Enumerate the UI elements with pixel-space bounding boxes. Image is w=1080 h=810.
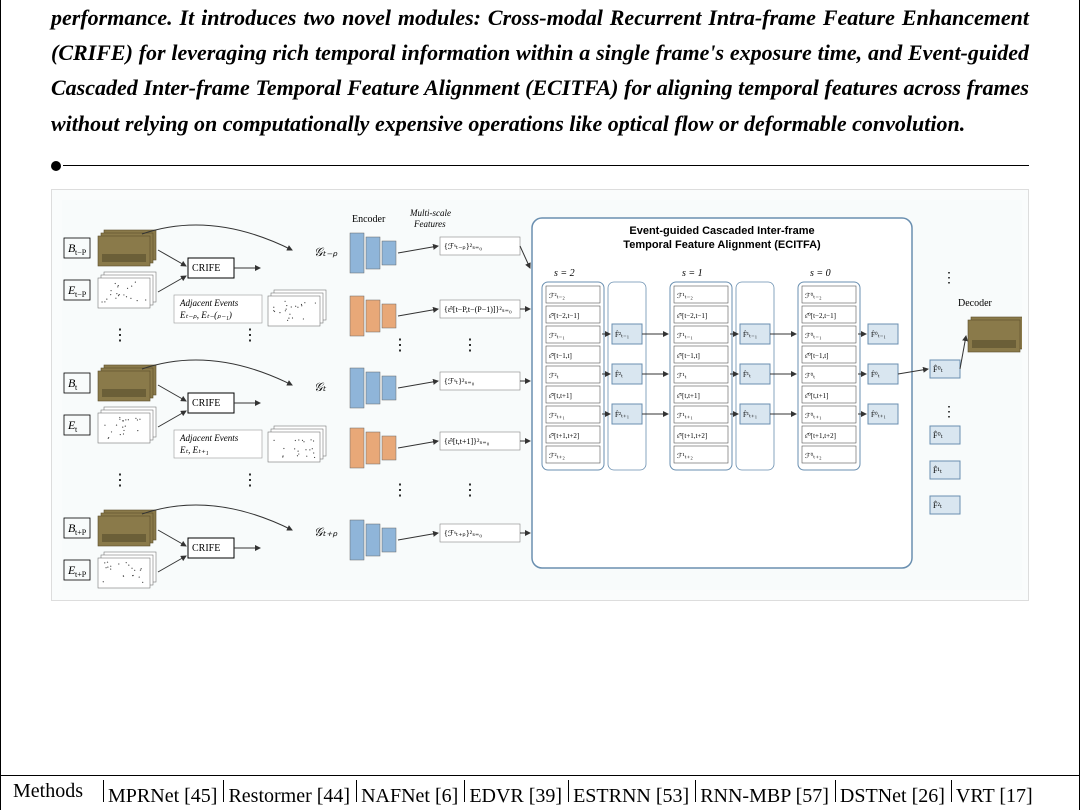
svg-text:F̂¹ₜ: F̂¹ₜ <box>743 371 751 379</box>
svg-text:⋮: ⋮ <box>242 472 258 489</box>
svg-text:ε̂¹[t−1,t]: ε̂¹[t−1,t] <box>677 352 700 360</box>
svg-text:CRIFE: CRIFE <box>192 398 220 409</box>
svg-text:ℱ⁰ₜ₊₂: ℱ⁰ₜ₊₂ <box>805 452 822 460</box>
svg-text:CRIFE: CRIFE <box>192 263 220 274</box>
svg-text:F̂⁰ₜ₋₁: F̂⁰ₜ₋₁ <box>871 331 886 339</box>
svg-text:Adjacent Events: Adjacent Events <box>179 433 239 443</box>
svg-text:ε̂⁰[t,t+1]: ε̂⁰[t,t+1] <box>805 392 829 400</box>
svg-text:Event-guided Cascaded Inter-fr: Event-guided Cascaded Inter-frame <box>629 225 814 237</box>
svg-text:ε̂⁰[t−1,t]: ε̂⁰[t−1,t] <box>805 352 829 360</box>
svg-text:F̂¹ₜ: F̂¹ₜ <box>933 464 942 475</box>
svg-text:⋮: ⋮ <box>112 472 128 489</box>
svg-text:ℱ²ₜ₊₁: ℱ²ₜ₊₁ <box>549 412 565 420</box>
svg-text:{ℱˢₜ₊ₚ}²ₛ₌₀: {ℱˢₜ₊ₚ}²ₛ₌₀ <box>444 529 482 538</box>
svg-text:Decoder: Decoder <box>958 298 993 309</box>
svg-text:F̂⁰ₜ: F̂⁰ₜ <box>933 363 943 374</box>
svg-text:⋮: ⋮ <box>462 482 478 499</box>
svg-text:ℱ²ₜ₊₂: ℱ²ₜ₊₂ <box>549 452 565 460</box>
svg-text:ε̂¹[t−2,t−1]: ε̂¹[t−2,t−1] <box>677 312 707 320</box>
svg-text:{ε̂ˢ[t−P,t−(P−1)]}²ₛ₌₀: {ε̂ˢ[t−P,t−(P−1)]}²ₛ₌₀ <box>444 305 512 314</box>
svg-text:ε̂¹[t,t+1]: ε̂¹[t,t+1] <box>677 392 700 400</box>
svg-text:ε̂²[t,t+1]: ε̂²[t,t+1] <box>549 392 572 400</box>
svg-text:ε̂⁰[t−2,t−1]: ε̂⁰[t−2,t−1] <box>805 312 836 320</box>
abstract-paragraph: performance. It introduces two novel mod… <box>41 0 1039 141</box>
svg-text:ℱ⁰ₜ: ℱ⁰ₜ <box>805 372 815 380</box>
svg-text:𝒢ₜ₊ₚ: 𝒢ₜ₊ₚ <box>314 525 338 539</box>
svg-text:s = 0: s = 0 <box>810 268 831 279</box>
svg-text:t−P: t−P <box>75 290 87 299</box>
svg-text:{ℱˢₜ}²ₛ₌₀: {ℱˢₜ}²ₛ₌₀ <box>444 377 475 386</box>
svg-text:ε̂²[t−2,t−1]: ε̂²[t−2,t−1] <box>549 312 579 320</box>
methods-table-header: Methods MPRNet [45]Restormer [44]NAFNet … <box>1 775 1079 808</box>
svg-text:t+P: t+P <box>75 570 87 579</box>
methods-label: Methods <box>13 780 83 808</box>
divider-line <box>63 165 1029 166</box>
svg-text:s = 2: s = 2 <box>554 268 575 279</box>
svg-text:F̂²ₜ: F̂²ₜ <box>615 371 623 379</box>
svg-text:F̂²ₜ₋₁: F̂²ₜ₋₁ <box>615 331 629 339</box>
svg-text:ℱ¹ₜ₋₁: ℱ¹ₜ₋₁ <box>677 332 693 340</box>
svg-text:{ε̂ˢ[t,t+1]}²ₛ₌₀: {ε̂ˢ[t,t+1]}²ₛ₌₀ <box>444 437 490 446</box>
svg-text:⋮: ⋮ <box>942 405 956 420</box>
divider-dot <box>51 161 61 171</box>
section-divider <box>51 161 1029 171</box>
svg-text:F̂²ₜ₊₁: F̂²ₜ₊₁ <box>615 411 629 419</box>
svg-text:⋮: ⋮ <box>462 337 478 354</box>
svg-text:⋮: ⋮ <box>942 271 956 286</box>
svg-text:⋮: ⋮ <box>112 327 128 344</box>
svg-text:t−P: t−P <box>75 248 87 257</box>
svg-text:𝒢ₜ₋ₚ: 𝒢ₜ₋ₚ <box>314 245 338 259</box>
svg-text:t+P: t+P <box>75 528 87 537</box>
svg-text:𝒢ₜ: 𝒢ₜ <box>314 380 327 394</box>
svg-text:Eₜ₋ₚ, Eₜ₋(ₚ₋₁): Eₜ₋ₚ, Eₜ₋(ₚ₋₁) <box>179 310 232 320</box>
svg-text:⋮: ⋮ <box>392 482 408 499</box>
svg-text:F̂⁰ₜ: F̂⁰ₜ <box>871 371 880 379</box>
svg-text:Eₜ, Eₜ₊₁: Eₜ, Eₜ₊₁ <box>179 445 209 455</box>
svg-text:ℱ¹ₜ: ℱ¹ₜ <box>677 372 687 380</box>
diagram-svg: Bt−PEt−PCRIFEBtEtCRIFEBt+PEt+PCRIFE⋮⋮⋮⋮A… <box>62 200 1022 590</box>
svg-text:F̂⁰ₜ: F̂⁰ₜ <box>933 429 943 440</box>
svg-text:Features: Features <box>413 219 446 229</box>
svg-text:ε̂²[t−1,t]: ε̂²[t−1,t] <box>549 352 572 360</box>
svg-text:Encoder: Encoder <box>352 214 386 225</box>
svg-text:F̂²ₜ: F̂²ₜ <box>933 499 942 510</box>
svg-text:ε̂⁰[t+1,t+2]: ε̂⁰[t+1,t+2] <box>805 432 836 440</box>
svg-text:ε̂¹[t+1,t+2]: ε̂¹[t+1,t+2] <box>677 432 707 440</box>
svg-text:ℱ⁰ₜ₊₁: ℱ⁰ₜ₊₁ <box>805 412 822 420</box>
svg-text:ε̂²[t+1,t+2]: ε̂²[t+1,t+2] <box>549 432 579 440</box>
svg-text:CRIFE: CRIFE <box>192 543 220 554</box>
svg-text:Adjacent Events: Adjacent Events <box>179 298 239 308</box>
svg-text:⋮: ⋮ <box>242 327 258 344</box>
svg-text:ℱ²ₜ₋₂: ℱ²ₜ₋₂ <box>549 292 565 300</box>
svg-text:s = 1: s = 1 <box>682 268 703 279</box>
svg-text:ℱ¹ₜ₋₂: ℱ¹ₜ₋₂ <box>677 292 693 300</box>
methods-items: MPRNet [45]Restormer [44]NAFNet [6]EDVR … <box>101 780 1037 808</box>
svg-text:F̂¹ₜ₊₁: F̂¹ₜ₊₁ <box>743 411 757 419</box>
svg-text:ℱ²ₜ₋₁: ℱ²ₜ₋₁ <box>549 332 565 340</box>
svg-text:ℱ⁰ₜ₋₁: ℱ⁰ₜ₋₁ <box>805 332 822 340</box>
svg-text:ℱ²ₜ: ℱ²ₜ <box>549 372 559 380</box>
svg-text:ℱ⁰ₜ₋₂: ℱ⁰ₜ₋₂ <box>805 292 822 300</box>
svg-text:Multi-scale: Multi-scale <box>409 208 451 218</box>
svg-text:⋮: ⋮ <box>392 337 408 354</box>
architecture-diagram: Bt−PEt−PCRIFEBtEtCRIFEBt+PEt+PCRIFE⋮⋮⋮⋮A… <box>51 189 1029 601</box>
svg-text:F̂⁰ₜ₊₁: F̂⁰ₜ₊₁ <box>871 411 886 419</box>
svg-text:F̂¹ₜ₋₁: F̂¹ₜ₋₁ <box>743 331 757 339</box>
svg-text:ℱ¹ₜ₊₂: ℱ¹ₜ₊₂ <box>677 452 693 460</box>
svg-text:{ℱˢₜ₋ₚ}²ₛ₌₀: {ℱˢₜ₋ₚ}²ₛ₌₀ <box>444 242 482 251</box>
svg-text:ℱ¹ₜ₊₁: ℱ¹ₜ₊₁ <box>677 412 693 420</box>
page-container: performance. It introduces two novel mod… <box>0 0 1080 810</box>
svg-text:Temporal Feature Alignment (EC: Temporal Feature Alignment (ECITFA) <box>623 239 821 251</box>
